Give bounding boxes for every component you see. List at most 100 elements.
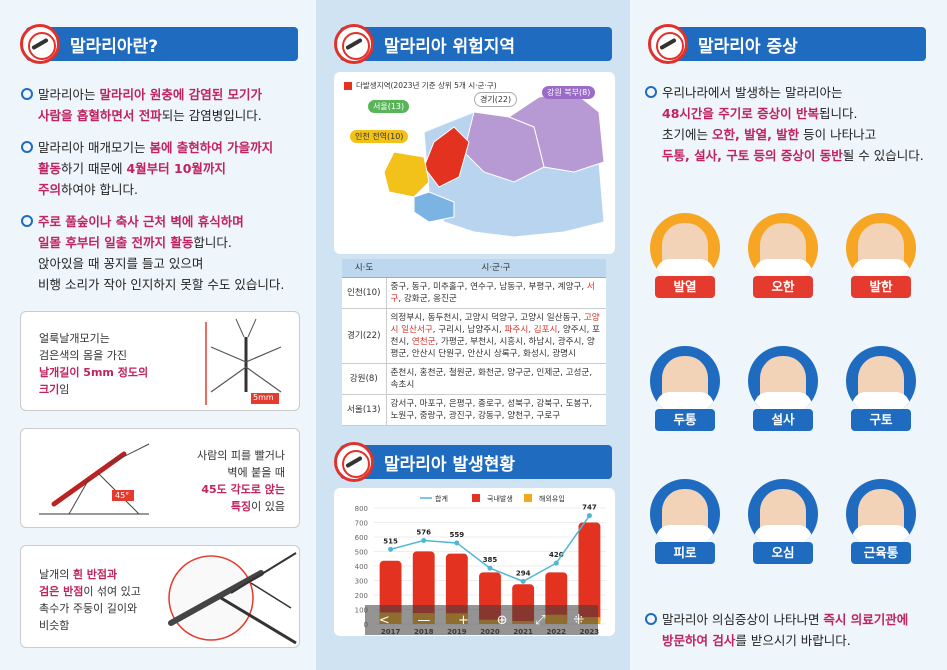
series-point-total: [421, 537, 427, 543]
text: 중구, 동구, 미추홀구, 연수구, 남동구, 부평구, 계양구,: [390, 282, 585, 292]
mosquito-angle-icon: [39, 443, 150, 515]
table-cell: 춘천시, 홍천군, 철원군, 화천군, 양구군, 인제군, 고성군, 속초시: [386, 363, 606, 395]
bullet-icon: [21, 88, 33, 100]
series-point-total: [487, 565, 493, 571]
measure-label: 5mm: [253, 393, 274, 402]
symptom-illustration: [650, 479, 720, 549]
symptom-label: 오심: [753, 542, 813, 564]
table-cell: 강서구, 마포구, 은평구, 종로구, 성북구, 강북구, 도봉구, 노원구, …: [386, 394, 606, 426]
highlight: 봄에 출현하여 가을까지: [149, 140, 274, 155]
series-point-total: [388, 546, 394, 552]
bullet-icon: [21, 215, 33, 227]
highlight: 오한, 발열, 발한: [711, 127, 800, 142]
mosquito-target-icon: [334, 24, 374, 64]
highlight: 일몰 후부터 일출 전까지 활동: [38, 235, 194, 250]
symptom-illustration: [650, 346, 720, 416]
text: , 양주시, 포천시,: [390, 325, 600, 347]
highlight: 파주시, 김포시: [504, 325, 558, 335]
text: 얼룩날개모기는: [39, 332, 110, 345]
text: 등이 나타나고: [799, 127, 877, 142]
text: 초기에는: [662, 127, 712, 142]
highlight: 방문하여 검사: [662, 633, 736, 648]
prev-control[interactable]: <: [378, 612, 390, 628]
y-tick-label: 600: [355, 534, 368, 542]
highlight: 45도 각도로 앉는: [201, 483, 285, 496]
series-point-total: [520, 578, 526, 584]
data-label: 385: [483, 556, 498, 564]
symptom-sweating: 발한: [846, 213, 916, 298]
symptom-illustration: [846, 346, 916, 416]
highlight: 연천군: [411, 337, 436, 347]
bullet-icon: [645, 613, 657, 625]
symptom-nausea: 오심: [748, 479, 818, 564]
zoom-in-control[interactable]: +: [458, 612, 469, 628]
section-title: 말라리아란?: [70, 36, 159, 57]
highlight: 즉시 의료기관에: [823, 612, 909, 627]
symptom-label: 발한: [851, 276, 911, 298]
region-label-incheon: 인천 전역(10): [350, 130, 409, 143]
legend-label: 합계: [435, 494, 448, 503]
symptom-headache: 두통: [650, 346, 720, 431]
highlight: 활동: [38, 161, 62, 176]
text: 사람의 피를 빨거나: [197, 449, 285, 462]
text: 될 수 있습니다.: [842, 148, 924, 163]
symptom-fatigue: 피로: [650, 479, 720, 564]
data-label: 747: [582, 504, 597, 512]
text: 이 있음: [251, 500, 285, 513]
grid-control[interactable]: ⁜: [573, 612, 585, 628]
region-label-gyeonggi: 경기(22): [474, 92, 518, 107]
data-label: 576: [416, 528, 431, 536]
text: 의정부시, 동두천시, 고양시 덕양구, 고양시 일산동구,: [390, 313, 582, 323]
symptom-muscle-pain: 근육통: [846, 479, 916, 564]
highlight: 흰 반점과: [72, 568, 118, 581]
text: 를 받으시기 바랍니다.: [735, 633, 851, 648]
text: 비슷함: [39, 619, 70, 632]
highlight: 서구: [390, 282, 595, 304]
symptom-label: 설사: [753, 409, 813, 431]
symptoms-footer: 말라리아 의심증상이 나타나면 즉시 의료기관에 방문하여 검사를 받으시기 바…: [645, 609, 942, 651]
series-point-total: [553, 560, 559, 566]
section-title: 말라리아 위험지역: [384, 36, 516, 57]
table-cell: 경기(22): [342, 308, 387, 364]
chart-title: 말라리아 발생현황: [384, 454, 516, 475]
table-row: 인천(10) 중구, 동구, 미추홀구, 연수구, 남동구, 부평구, 계양구,…: [342, 277, 606, 309]
map-legend: 다발생지역(2023년 기준 상위 5개 시·군·구): [344, 80, 497, 91]
symptom-illustration: [748, 346, 818, 416]
symptom-chills: 오한: [748, 213, 818, 298]
symptom-label: 구토: [851, 409, 911, 431]
mosquito-closeup-icon: [168, 552, 297, 645]
table-header: 시·군·구: [386, 259, 606, 278]
highlight: 48시간을 주기로 증상이 반복: [662, 106, 819, 121]
table-row: 경기(22) 의정부시, 동두천시, 고양시 덕양구, 고양시 일산동구, 고양…: [342, 308, 606, 364]
highlight: 말라리아 원충에 감염된 모기가: [99, 87, 263, 102]
panel-symptoms: 말라리아 증상 우리나라에서 발생하는 말라리아는 48시간을 주기로 증상이 …: [630, 0, 947, 670]
highlight: 날개길이 5mm 정도의: [39, 366, 149, 379]
text: 됩니다.: [818, 106, 858, 121]
text: 임: [59, 383, 70, 396]
text: 이 섞여 있고: [83, 585, 141, 598]
text: 비행 소리가 작아 인지하지 못할 수도 있습니다.: [38, 277, 285, 292]
region-label-seoul: 서울(13): [368, 100, 410, 113]
symptom-illustration: [748, 213, 818, 283]
y-tick-label: 200: [355, 592, 368, 600]
reset-control[interactable]: ⊕: [496, 612, 508, 628]
text: 촉수가 주둥이 길이와: [39, 602, 138, 615]
data-label: 559: [450, 531, 465, 539]
section-header: 말라리아 증상: [648, 24, 926, 64]
y-tick-label: 100: [355, 607, 368, 615]
legend-swatch: [472, 494, 480, 502]
legend-label: 국내발생: [487, 494, 513, 503]
text: , 가평군, 부천시, 시흥시, 하남시, 광주시, 양평군, 안산시 단원구,…: [390, 337, 595, 359]
mosquito-target-icon: [20, 24, 60, 64]
highlight: 주로 풀숲이나 축사 근처 벽에 휴식하며: [38, 214, 244, 229]
symptom-label: 근육통: [851, 542, 911, 564]
series-point-total: [586, 513, 592, 519]
mosquito-target-icon: [334, 442, 374, 482]
legend-swatch: [344, 81, 352, 90]
y-tick-label: 800: [355, 505, 368, 513]
fullscreen-control[interactable]: ⤢: [535, 612, 546, 628]
text: , 강화군, 옹진군: [398, 294, 457, 304]
highlight: 크기: [39, 383, 60, 396]
zoom-out-control[interactable]: —: [417, 612, 431, 628]
bar-domestic: [578, 522, 601, 624]
